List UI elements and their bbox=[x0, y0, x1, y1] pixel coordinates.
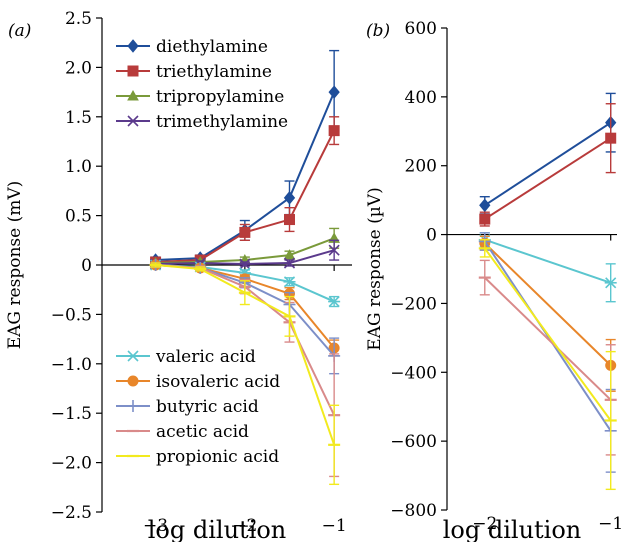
series-line bbox=[484, 238, 612, 284]
x-axis-label: log dilution bbox=[148, 516, 287, 542]
legend-label: butyric acid bbox=[156, 397, 259, 417]
legend-item: butyric acid bbox=[116, 397, 259, 417]
legend-item: isovaleric acid bbox=[116, 372, 280, 392]
data-point bbox=[283, 249, 296, 260]
series-line bbox=[484, 121, 612, 207]
series-triethylamine bbox=[479, 103, 617, 227]
y-tick-label: 400 bbox=[405, 88, 437, 108]
series-line bbox=[483, 247, 612, 422]
legend-marker bbox=[127, 39, 139, 53]
x-tick-label: −3 bbox=[143, 516, 168, 536]
y-tick-label: 0 bbox=[81, 256, 92, 276]
data-point-b bbox=[239, 258, 251, 270]
legend-item: trimethylamine bbox=[116, 112, 288, 132]
y-tick-label: −400 bbox=[390, 363, 437, 383]
data-point bbox=[479, 213, 491, 225]
legend-item: valeric acid bbox=[116, 347, 256, 367]
y-tick-label: −1.0 bbox=[51, 355, 92, 375]
y-tick-label: −2.0 bbox=[51, 454, 92, 474]
data-point bbox=[479, 198, 491, 213]
series-triethylamine bbox=[150, 116, 340, 268]
legend-marker-b bbox=[127, 115, 139, 127]
data-point bbox=[328, 125, 340, 137]
legend-label: acetic acid bbox=[156, 422, 249, 442]
legend-marker bbox=[127, 89, 139, 101]
data-point bbox=[283, 276, 296, 288]
panel-label: (b) bbox=[366, 21, 390, 41]
legend-label: diethylamine bbox=[156, 37, 268, 57]
legend-marker bbox=[127, 350, 139, 362]
x-tick-label: −1 bbox=[322, 516, 347, 536]
x-tick-label: −2 bbox=[472, 514, 497, 534]
legend-label: triethylamine bbox=[156, 62, 272, 82]
y-tick-label: −2.5 bbox=[51, 503, 92, 523]
y-tick-label: 600 bbox=[405, 19, 437, 39]
panel-a: −2.5 −2.0 −1.5 −1.0 −0.5 0 0.5 1.0 1.5 2.0 2.5 −3 −2… bbox=[5, 9, 352, 544]
y-axis-label: EAG response (mV) bbox=[5, 181, 25, 350]
series-line bbox=[483, 240, 612, 432]
series-line bbox=[155, 130, 336, 264]
y-tick-label: 2.0 bbox=[65, 58, 92, 78]
y-tick-label: 0.5 bbox=[65, 207, 92, 227]
legend-label: tripropylamine bbox=[156, 87, 284, 107]
series-propionic-acid bbox=[149, 262, 341, 486]
data-point bbox=[239, 258, 251, 270]
y-tick-label: −0.5 bbox=[51, 305, 92, 325]
legend-bottom-left: valeric acid isovaleric acid butyric acid a… bbox=[116, 347, 280, 467]
data-point bbox=[605, 132, 617, 144]
series-propionic-acid bbox=[478, 239, 617, 491]
y-tick-label: 1.0 bbox=[65, 157, 92, 177]
y-tick-label: 2.5 bbox=[65, 9, 92, 29]
data-point bbox=[284, 214, 295, 226]
data-point bbox=[239, 226, 251, 238]
y-tick-label: −200 bbox=[390, 294, 437, 314]
series-line bbox=[484, 242, 612, 367]
data-point bbox=[283, 191, 296, 205]
legend-label: valeric acid bbox=[155, 347, 256, 367]
y-tick-label: −600 bbox=[390, 432, 437, 452]
data-point bbox=[328, 85, 340, 99]
panel-b: −800 −600 −400 −200 0 200 400 600 −2 −1 log diluti… bbox=[365, 19, 623, 544]
series-diethylamine bbox=[479, 92, 617, 215]
x-tick-label: −2 bbox=[232, 516, 257, 536]
data-point bbox=[328, 244, 340, 256]
y-tick-label: −1.5 bbox=[51, 404, 92, 424]
legend-item: propionic acid bbox=[116, 447, 279, 467]
series-isovaleric-acid bbox=[479, 235, 617, 392]
y-tick-label: −800 bbox=[390, 501, 437, 521]
legend-marker bbox=[127, 400, 139, 412]
series-acetic-acid bbox=[478, 259, 617, 456]
legend-item: triethylamine bbox=[116, 62, 272, 82]
series-line bbox=[484, 137, 612, 220]
legend-item: acetic acid bbox=[116, 422, 249, 442]
data-point bbox=[283, 257, 296, 269]
legend-top-left: diethylamine triethylamine tripropylamine t… bbox=[116, 37, 288, 132]
legend-marker bbox=[127, 65, 139, 77]
data-point bbox=[328, 295, 341, 308]
legend-label: propionic acid bbox=[156, 447, 279, 467]
y-tick-label: 1.5 bbox=[65, 108, 92, 128]
series-isovaleric-acid bbox=[150, 259, 340, 357]
panel-label: (a) bbox=[8, 21, 31, 41]
legend-marker bbox=[127, 375, 139, 387]
y-axis-label: EAG response (µV) bbox=[365, 187, 385, 350]
x-axis-label: log dilution bbox=[443, 516, 582, 542]
legend-item: diethylamine bbox=[116, 37, 268, 57]
y-tick-label: 0 bbox=[426, 226, 437, 246]
data-point-b bbox=[328, 244, 340, 256]
x-tick-label: −1 bbox=[598, 514, 623, 534]
legend-label: trimethylamine bbox=[156, 112, 288, 132]
y-tick-label: 200 bbox=[405, 157, 437, 177]
series-line bbox=[484, 276, 612, 401]
data-point bbox=[604, 277, 617, 289]
legend-label: isovaleric acid bbox=[156, 372, 280, 392]
data-point-b bbox=[283, 257, 296, 269]
legend-item: tripropylamine bbox=[116, 87, 284, 107]
legend-marker bbox=[127, 115, 139, 127]
